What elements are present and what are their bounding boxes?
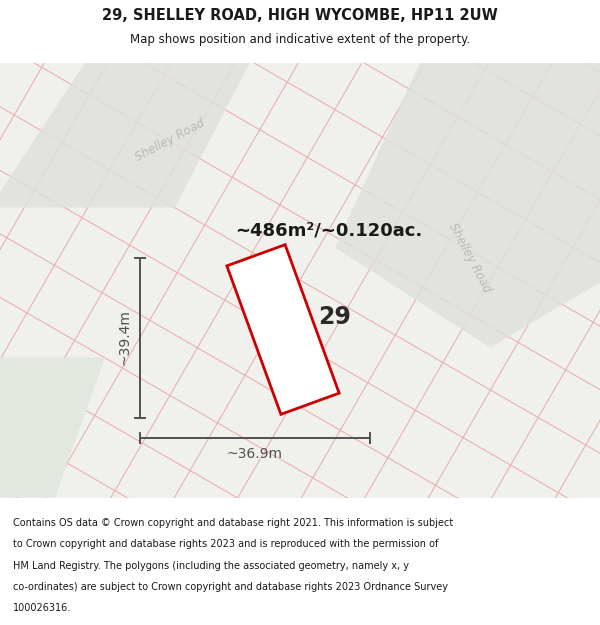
Polygon shape [0, 357, 105, 498]
Text: Shelley Road: Shelley Road [446, 221, 494, 294]
Text: co-ordinates) are subject to Crown copyright and database rights 2023 Ordnance S: co-ordinates) are subject to Crown copyr… [13, 582, 448, 592]
Text: 29: 29 [318, 306, 351, 329]
Text: to Crown copyright and database rights 2023 and is reproduced with the permissio: to Crown copyright and database rights 2… [13, 539, 439, 549]
Polygon shape [227, 244, 339, 414]
Text: Contains OS data © Crown copyright and database right 2021. This information is : Contains OS data © Crown copyright and d… [13, 518, 454, 528]
Text: Shelley Road: Shelley Road [133, 117, 207, 164]
Polygon shape [335, 62, 600, 348]
Polygon shape [0, 62, 250, 208]
Text: ~486m²/~0.120ac.: ~486m²/~0.120ac. [235, 221, 422, 239]
Text: 29, SHELLEY ROAD, HIGH WYCOMBE, HP11 2UW: 29, SHELLEY ROAD, HIGH WYCOMBE, HP11 2UW [102, 9, 498, 24]
Text: 100026316.: 100026316. [13, 603, 71, 613]
Text: ~36.9m: ~36.9m [227, 448, 283, 461]
Text: HM Land Registry. The polygons (including the associated geometry, namely x, y: HM Land Registry. The polygons (includin… [13, 561, 409, 571]
Text: ~39.4m: ~39.4m [117, 309, 131, 366]
Text: Map shows position and indicative extent of the property.: Map shows position and indicative extent… [130, 32, 470, 46]
